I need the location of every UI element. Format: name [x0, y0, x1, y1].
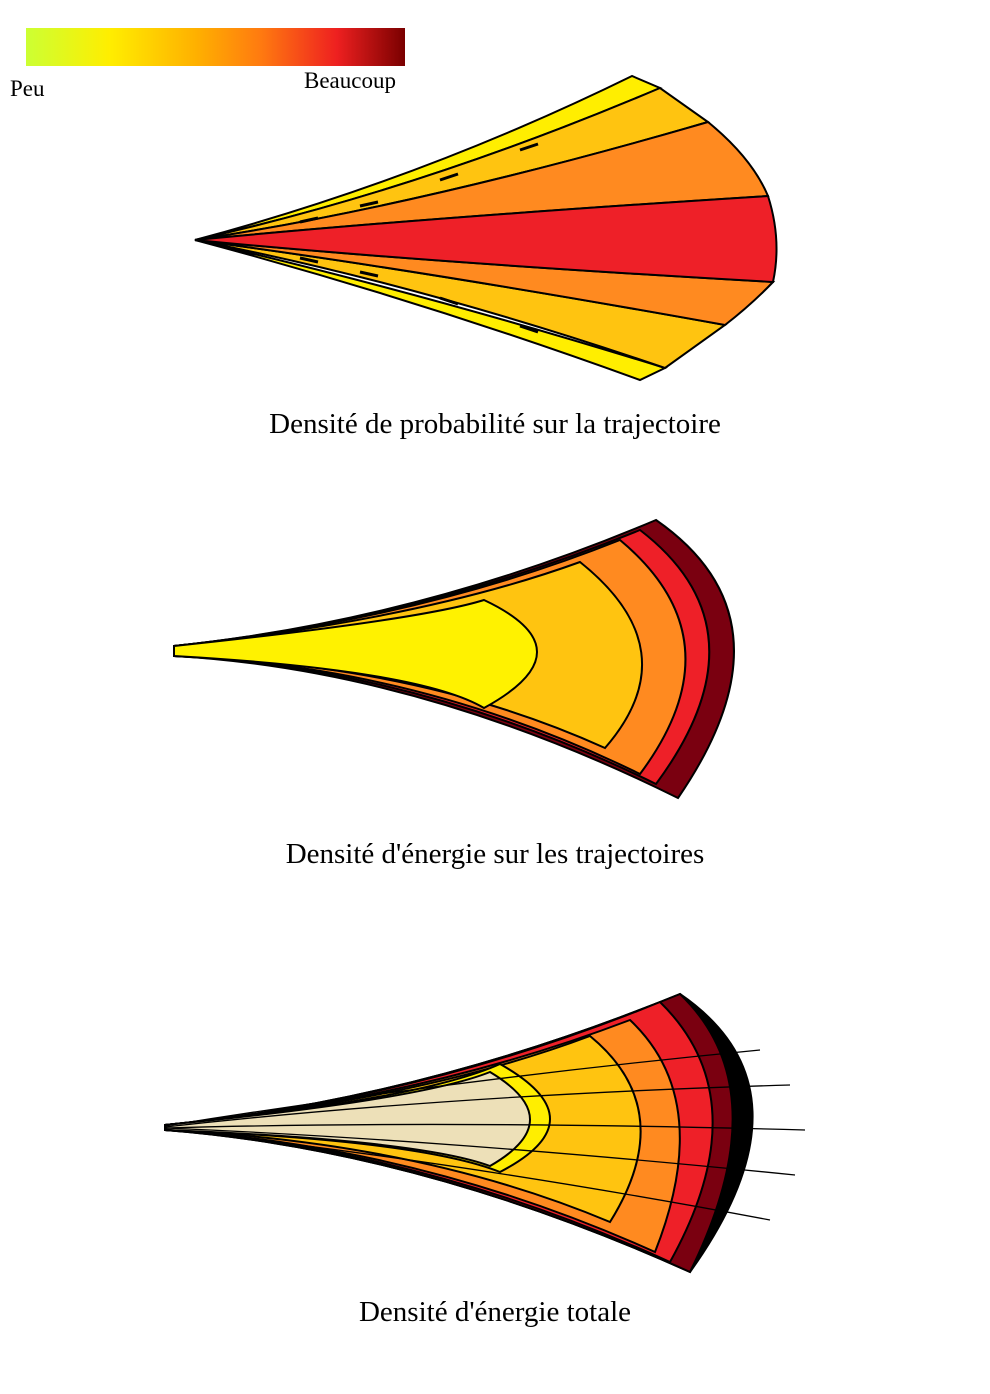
- energy-band-yellow: [173, 598, 538, 710]
- color-scale-bar: [26, 28, 405, 66]
- prob-edge-ticks: [299, 142, 539, 334]
- legend-low-label: Peu: [10, 76, 45, 101]
- panel-2-caption: Densité d'énergie sur les trajectoires: [285, 838, 705, 870]
- panel-3-caption: Densité d'énergie totale: [358, 1296, 632, 1328]
- total-band-beige: [164, 1070, 531, 1168]
- legend-high-label: Beaucoup: [304, 68, 396, 93]
- total-trajectory-lines: [164, 1049, 806, 1221]
- prob-band-center: [194, 194, 778, 284]
- energy-density-trajectory-diagram: [173, 518, 735, 800]
- total-energy-density-diagram: [164, 992, 806, 1274]
- probability-density-diagram: [194, 74, 778, 382]
- panel-1-caption: Densité de probabilité sur la trajectoir…: [269, 408, 721, 440]
